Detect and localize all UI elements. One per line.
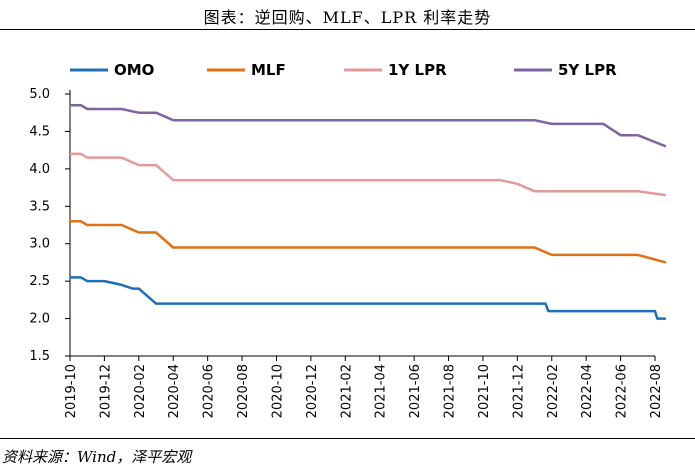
x-tick-label: 2020-02 (133, 364, 148, 418)
x-tick-label: 2020-06 (202, 364, 217, 418)
source-divider (0, 438, 695, 439)
x-tick-label: 2021-04 (374, 364, 389, 418)
x-tick-label: 2019-12 (98, 364, 113, 418)
legend-label-mlf: MLF (251, 61, 286, 79)
x-tick-label: 2022-08 (649, 364, 664, 418)
x-tick-label: 2022-02 (546, 364, 561, 418)
source-note: 资料来源：Wind，泽平宏观 (2, 448, 192, 466)
x-tick-label: 2021-06 (408, 364, 423, 418)
legend-label-omo: OMO (114, 61, 154, 79)
y-tick-label: 2.5 (29, 274, 50, 289)
y-tick-label: 3.0 (29, 237, 50, 252)
x-tick-label: 2020-10 (270, 364, 285, 418)
chart: OMO MLF 1Y LPR 5Y LPR 5.0 4.5 4.0 3.5 3.0 2.5 2.0… (29, 61, 667, 418)
series-lines (70, 103, 667, 320)
y-tick-label: 5.0 (29, 87, 50, 102)
title-divider (0, 29, 695, 30)
y-tick-label: 2.0 (29, 312, 50, 327)
x-axis: 2019-10 2019-12 2020-02 2020-04 2020-06 2020-… (64, 355, 664, 418)
y-tick-label: 1.5 (29, 349, 50, 364)
x-tick-label: 2022-06 (615, 364, 630, 418)
x-tick-label: 2021-12 (511, 364, 526, 418)
x-tick-label: 2021-10 (477, 364, 492, 418)
x-tick-label: 2020-04 (167, 364, 182, 418)
y-tick-label: 4.5 (29, 124, 50, 139)
y-tick-label: 4.0 (29, 162, 50, 177)
series-line-1y-lpr (70, 152, 667, 197)
y-axis: 5.0 4.5 4.0 3.5 3.0 2.5 2.0 1.5 (29, 87, 71, 364)
legend: OMO MLF 1Y LPR 5Y LPR (70, 61, 617, 79)
x-tick-label: 2022-04 (580, 364, 595, 418)
series-line-omo (70, 276, 666, 320)
legend-label-5y-lpr: 5Y LPR (558, 61, 617, 79)
legend-label-1y-lpr: 1Y LPR (388, 61, 447, 79)
chart-title: 图表：逆回购、MLF、LPR 利率走势 (203, 8, 492, 27)
y-tick-label: 3.5 (29, 199, 50, 214)
x-tick-label: 2021-02 (339, 364, 354, 418)
series-line-5y-lpr (70, 103, 667, 148)
series-line-mlf (70, 220, 667, 264)
x-tick-label: 2019-10 (64, 364, 79, 418)
x-tick-label: 2020-12 (305, 364, 320, 418)
x-tick-label: 2020-08 (236, 364, 251, 418)
x-tick-label: 2021-08 (443, 364, 458, 418)
